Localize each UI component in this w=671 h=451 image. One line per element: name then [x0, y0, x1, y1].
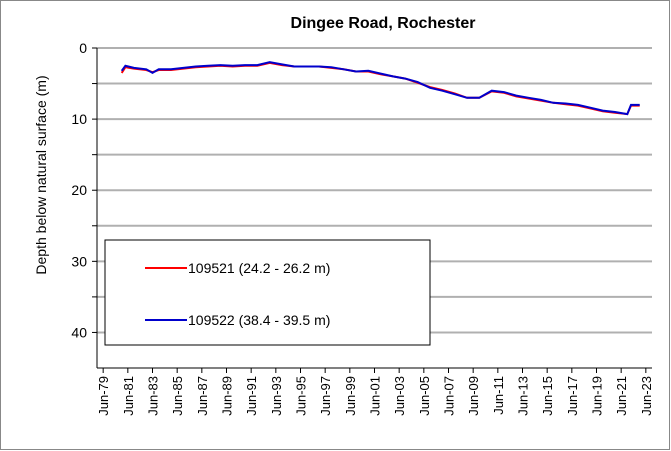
x-tick-label: Jun-17 — [565, 376, 580, 416]
x-tick-label: Jun-19 — [590, 376, 605, 416]
legend-box — [104, 239, 431, 346]
y-tick-label: 20 — [71, 182, 87, 198]
x-tick-label: Jun-79 — [96, 376, 111, 416]
y-tick-label: 0 — [79, 40, 87, 56]
x-tick-label: Jun-03 — [392, 376, 407, 416]
x-tick-label: Jun-93 — [269, 376, 284, 416]
x-tick-label: Jun-89 — [220, 376, 235, 416]
y-axis-label: Depth below natural surface (m) — [33, 75, 49, 274]
x-tick-label: Jun-01 — [368, 376, 383, 416]
x-tick-label: Jun-97 — [318, 376, 333, 416]
x-tick-label: Jun-13 — [516, 376, 531, 416]
x-tick-label: Jun-11 — [491, 376, 506, 415]
x-tick-label: Jun-23 — [639, 376, 654, 416]
x-tick-label: Jun-15 — [540, 376, 555, 416]
chart-title: Dingee Road, Rochester — [291, 15, 476, 32]
x-tick-label: Jun-05 — [417, 376, 432, 416]
x-tick-label: Jun-85 — [170, 376, 185, 416]
x-tick-label: Jun-81 — [121, 376, 136, 416]
x-tick-label: Jun-09 — [466, 376, 481, 416]
data-line — [120, 61, 640, 116]
legend-label: 109522 (38.4 - 39.5 m) — [188, 312, 330, 328]
x-tick-label: Jun-21 — [614, 376, 629, 416]
legend-label: 109521 (24.2 - 26.2 m) — [188, 260, 330, 276]
x-tick-label: Jun-83 — [146, 376, 161, 416]
y-tick-label: 30 — [71, 253, 87, 269]
x-tick-label: Jun-99 — [343, 376, 358, 416]
x-tick-label: Jun-95 — [294, 376, 309, 416]
x-tick-label: Jun-91 — [244, 376, 259, 416]
y-tick-label: 40 — [71, 324, 87, 340]
x-tick-label: Jun-07 — [442, 376, 457, 416]
x-tick-label: Jun-87 — [195, 376, 210, 416]
y-tick-label: 10 — [71, 111, 87, 127]
